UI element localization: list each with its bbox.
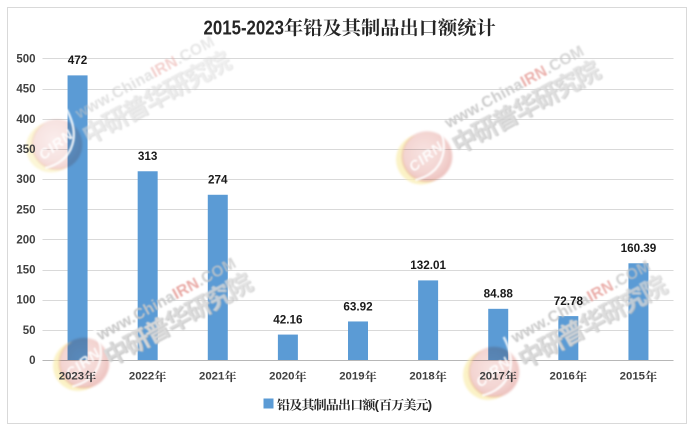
svg-text:72.78: 72.78 — [554, 295, 584, 308]
svg-text:472: 472 — [68, 54, 88, 67]
svg-text:2023: 2023 — [59, 370, 84, 382]
svg-text:100: 100 — [16, 295, 35, 307]
svg-text:2017: 2017 — [479, 370, 504, 382]
svg-text:150: 150 — [16, 265, 35, 277]
svg-text:(: ( — [375, 398, 380, 413]
svg-text:2015: 2015 — [620, 370, 646, 382]
svg-text:2015-2023: 2015-2023 — [204, 18, 285, 40]
svg-text:500: 500 — [16, 54, 35, 66]
svg-text:300: 300 — [16, 174, 35, 186]
svg-text:313: 313 — [138, 150, 158, 163]
svg-text:42.16: 42.16 — [273, 313, 303, 326]
svg-text:2021: 2021 — [199, 370, 225, 382]
svg-text:400: 400 — [16, 114, 35, 126]
svg-text:200: 200 — [16, 234, 35, 246]
svg-text:2020: 2020 — [269, 370, 294, 382]
svg-text:2016: 2016 — [550, 370, 575, 382]
svg-text:2022: 2022 — [129, 370, 154, 382]
svg-text:63.92: 63.92 — [343, 300, 373, 313]
svg-text:450: 450 — [16, 84, 35, 96]
svg-text:2018: 2018 — [409, 370, 434, 382]
svg-text:160.39: 160.39 — [621, 242, 657, 255]
svg-text:132.01: 132.01 — [410, 259, 446, 272]
svg-text:50: 50 — [23, 325, 36, 337]
svg-text:2019: 2019 — [339, 370, 364, 382]
svg-text:274: 274 — [208, 174, 228, 187]
svg-text:350: 350 — [16, 144, 35, 156]
svg-text:): ) — [428, 398, 432, 413]
svg-text:84.88: 84.88 — [484, 288, 514, 301]
svg-text:250: 250 — [16, 204, 35, 216]
svg-text:0: 0 — [29, 355, 35, 367]
